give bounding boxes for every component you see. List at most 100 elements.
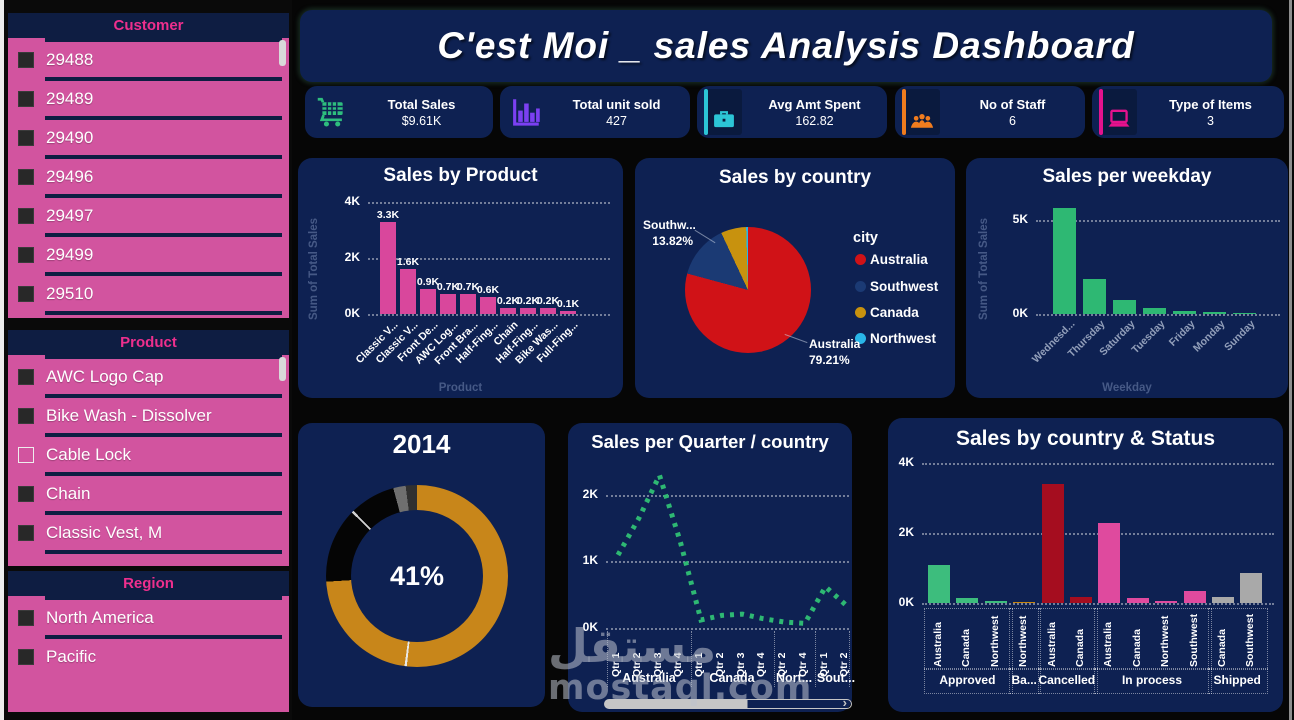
checkbox[interactable] — [18, 246, 34, 263]
list-item[interactable]: 29490 — [8, 120, 289, 155]
y-axis-tick: 2K — [898, 525, 914, 539]
checkbox[interactable] — [18, 168, 34, 185]
kpi-value: 3 — [1207, 113, 1214, 128]
kpi-icon-inset — [704, 89, 742, 135]
checkbox[interactable] — [18, 524, 34, 541]
list-item[interactable]: 29496 — [8, 159, 289, 194]
product-bar[interactable] — [460, 294, 476, 314]
legend-label[interactable]: Northwest — [870, 331, 937, 346]
kpi-label: Type of Items — [1169, 96, 1252, 112]
product-bar[interactable] — [500, 308, 516, 314]
list-item[interactable]: 29489 — [8, 81, 289, 116]
product-bar[interactable] — [400, 269, 416, 314]
list-item-label: 29499 — [46, 244, 94, 264]
group-name-box — [1009, 668, 1042, 694]
status-bar[interactable] — [1041, 484, 1064, 603]
checkbox[interactable] — [18, 648, 34, 665]
pie-chart[interactable] — [685, 227, 811, 353]
product-bar[interactable] — [380, 221, 396, 314]
legend-swatch[interactable] — [855, 333, 866, 344]
list-item[interactable]: 29497 — [8, 198, 289, 233]
legend-label[interactable]: Canada — [870, 305, 919, 320]
legend-label[interactable]: Australia — [870, 252, 928, 267]
group-label: In process — [1121, 673, 1182, 687]
status-bar[interactable] — [1183, 590, 1206, 603]
list-separator — [45, 38, 282, 42]
list-item[interactable]: Bike Wash - Dissolver — [8, 398, 289, 433]
checkbox[interactable] — [18, 285, 34, 302]
scrollbar-arrow-icon[interactable]: › — [842, 695, 847, 710]
list-scrollbar-thumb[interactable] — [279, 357, 286, 381]
product-bar[interactable] — [420, 288, 436, 314]
product-bar[interactable] — [560, 311, 576, 314]
list-item[interactable]: Pacific — [8, 639, 289, 674]
list-scrollbar-thumb[interactable] — [279, 40, 286, 66]
status-bar[interactable] — [1013, 601, 1036, 603]
product-bar[interactable] — [540, 308, 556, 314]
status-bar[interactable] — [1098, 522, 1121, 603]
legend-swatch[interactable] — [855, 307, 866, 318]
weekday-bar[interactable] — [1173, 311, 1196, 314]
dotted-line-series[interactable] — [615, 468, 848, 626]
checkbox[interactable] — [18, 368, 34, 385]
weekday-bar[interactable] — [1233, 312, 1256, 314]
sales-by-country-panel: Sales by country city Australia Southwest… — [635, 158, 955, 398]
kpi-text: Type of Items 3 — [1137, 97, 1284, 128]
status-bar[interactable] — [984, 601, 1007, 603]
list-item[interactable]: North America — [8, 600, 289, 635]
weekday-bar[interactable] — [1083, 279, 1106, 314]
weekday-bar[interactable] — [1203, 312, 1226, 314]
product-bar[interactable] — [440, 294, 456, 314]
checkbox[interactable] — [18, 129, 34, 146]
gridline — [606, 495, 849, 497]
kpi-card-people: No of Staff 6 — [895, 86, 1085, 138]
status-bar[interactable] — [928, 564, 950, 603]
status-bar[interactable] — [956, 598, 979, 603]
window-scrollbar[interactable] — [1289, 0, 1292, 720]
status-bar[interactable] — [1155, 601, 1178, 603]
bar-value-label: 0.6K — [476, 284, 500, 297]
list-item[interactable]: AWC Logo Cap — [8, 359, 289, 394]
status-bar[interactable] — [1126, 597, 1149, 603]
weekday-bar[interactable] — [1113, 299, 1136, 314]
checkbox[interactable] — [18, 407, 34, 424]
gridline — [368, 202, 610, 204]
accent-bar — [704, 89, 708, 135]
checkbox[interactable] — [18, 485, 34, 502]
kpi-value: 427 — [606, 113, 627, 128]
checkbox[interactable] — [18, 51, 34, 68]
legend-swatch[interactable] — [855, 281, 866, 292]
checkbox[interactable] — [18, 207, 34, 224]
quarter-chart-scrollbar[interactable]: › — [604, 695, 852, 710]
status-bar[interactable] — [1070, 596, 1092, 603]
product-bar[interactable] — [480, 297, 496, 314]
checkbox[interactable] — [18, 446, 34, 463]
quarter-line-chart[interactable] — [568, 423, 852, 712]
kpi-value: 162.82 — [795, 113, 834, 128]
list-item[interactable]: Cable Lock — [8, 437, 289, 472]
status-bar[interactable] — [1212, 596, 1234, 603]
filter-list-customer: 29488 29489 29490 29496 29497 29499 29510 — [8, 38, 289, 318]
list-item-label: Cable Lock — [46, 444, 132, 464]
legend-swatch[interactable] — [855, 254, 866, 265]
list-item[interactable]: Chain — [8, 476, 289, 511]
weekday-bar[interactable] — [1053, 208, 1076, 314]
checkbox[interactable] — [18, 609, 34, 626]
list-item[interactable]: 29488 — [8, 42, 289, 77]
kpi-icon-inset — [902, 89, 940, 135]
kpi-text: Total Sales $9.61K — [350, 97, 493, 128]
group-label: Canada — [709, 671, 755, 685]
checkbox[interactable] — [18, 90, 34, 107]
weekday-bar[interactable] — [1143, 308, 1166, 314]
list-separator — [45, 596, 282, 600]
list-item-label: Classic Vest, M — [46, 522, 163, 542]
legend-label[interactable]: Southwest — [870, 279, 939, 294]
y-axis-tick: 2K — [582, 487, 598, 501]
status-bar[interactable] — [1240, 573, 1263, 603]
product-bar[interactable] — [520, 308, 536, 314]
y-axis-tick: 0K — [582, 620, 598, 634]
list-item[interactable]: 29510 — [8, 276, 289, 311]
list-separator — [45, 635, 282, 639]
list-item[interactable]: Classic Vest, M — [8, 515, 289, 550]
list-item[interactable]: 29499 — [8, 237, 289, 272]
